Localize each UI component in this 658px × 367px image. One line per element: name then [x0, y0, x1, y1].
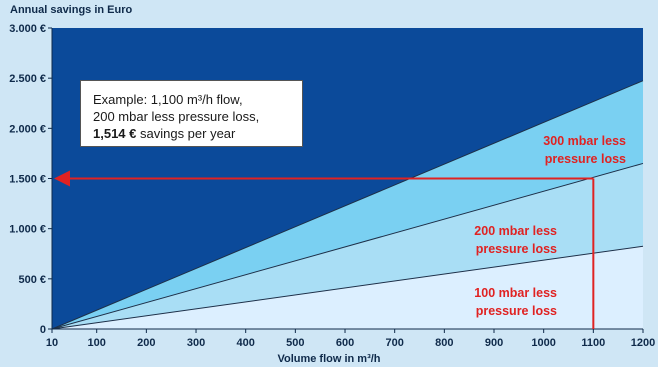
example-box: Example: 1,100 m³/h flow, 200 mbar less … — [80, 80, 303, 147]
y-tick-label: 1.500 € — [9, 174, 46, 186]
x-tick-label: 200 — [137, 337, 155, 349]
example-arrowhead — [54, 170, 70, 187]
y-tick-label: 0 — [40, 324, 46, 336]
example-line-2: 200 mbar less pressure loss, — [93, 109, 260, 124]
x-tick-label: 300 — [187, 337, 205, 349]
x-tick-label: 400 — [237, 337, 255, 349]
y-tick-label: 2.000 € — [9, 123, 46, 135]
y-tick-label: 2.500 € — [9, 73, 46, 85]
example-savings-value: 1,514 € — [93, 126, 137, 141]
series-line-1 — [51, 245, 644, 330]
series-label-line2: pressure loss — [476, 242, 557, 256]
series-label-line1: 300 mbar less — [543, 134, 626, 148]
x-tick-label: 10 — [46, 337, 58, 349]
series-label-line1: 200 mbar less — [474, 224, 557, 238]
x-tick-label: 500 — [286, 337, 304, 349]
y-tick-label: 500 € — [18, 274, 46, 286]
x-tick-label: 1100 — [581, 337, 605, 349]
series-label-line2: pressure loss — [545, 152, 626, 166]
x-axis-label: Volume flow in m³/h — [277, 353, 380, 365]
x-tick-label: 600 — [336, 337, 354, 349]
x-tick-label: 1000 — [531, 337, 555, 349]
example-savings-text: savings per year — [136, 126, 236, 141]
series-label-line1: 100 mbar less — [474, 286, 557, 300]
x-tick-label: 1200 — [631, 337, 655, 349]
series-label-line2: pressure loss — [476, 304, 557, 318]
y-tick-label: 1.000 € — [9, 224, 46, 236]
x-tick-label: 100 — [88, 337, 106, 349]
x-tick-label: 800 — [435, 337, 453, 349]
series-line-3 — [51, 80, 644, 330]
x-tick-label: 700 — [386, 337, 404, 349]
x-tick-label: 900 — [485, 337, 503, 349]
example-line-1: Example: 1,100 m³/h flow, — [93, 92, 243, 107]
y-tick-label: 3.000 € — [9, 23, 46, 35]
series-line-2 — [51, 162, 644, 330]
chart-title: Annual savings in Euro — [10, 4, 133, 16]
example-line-3: 1,514 € savings per year — [93, 125, 292, 142]
